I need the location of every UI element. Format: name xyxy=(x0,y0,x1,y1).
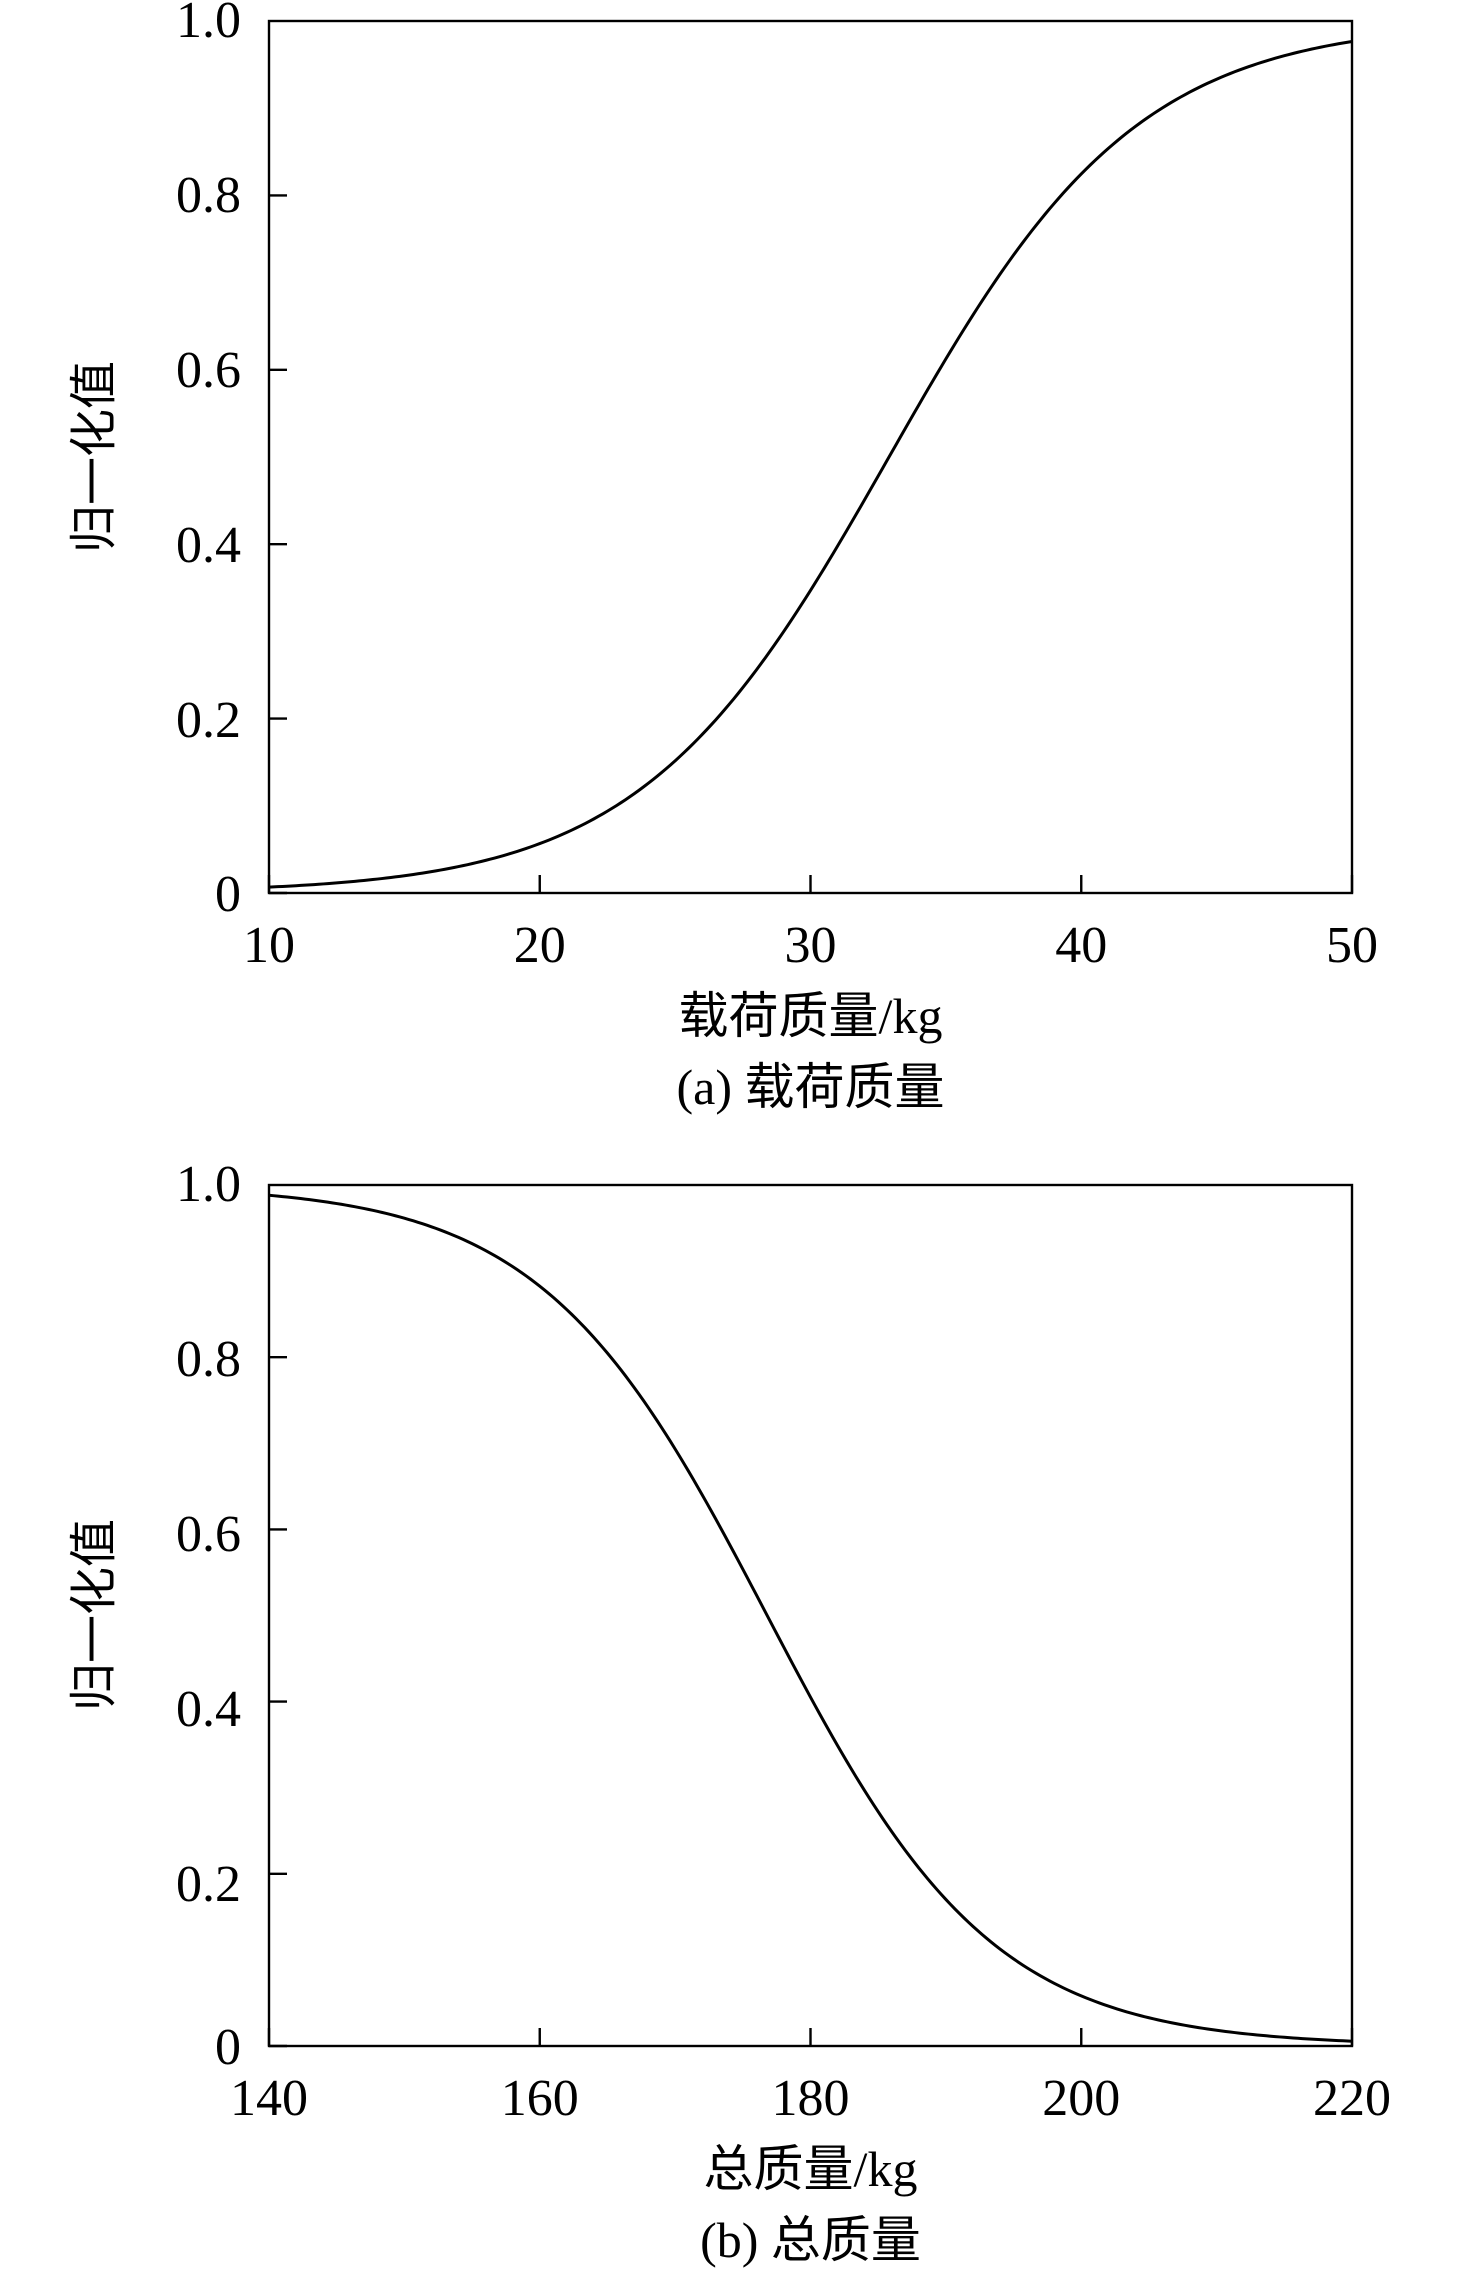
svg-text:20: 20 xyxy=(514,917,566,974)
svg-text:180: 180 xyxy=(772,2070,850,2127)
svg-text:总质量/kg: 总质量/kg xyxy=(704,2141,918,2197)
svg-text:0.4: 0.4 xyxy=(176,1681,241,1738)
svg-text:载荷质量/kg: 载荷质量/kg xyxy=(679,988,943,1044)
svg-text:220: 220 xyxy=(1313,2070,1391,2127)
svg-text:0.6: 0.6 xyxy=(176,342,241,399)
svg-text:30: 30 xyxy=(785,917,837,974)
svg-text:0.6: 0.6 xyxy=(176,1506,241,1563)
svg-text:40: 40 xyxy=(1055,917,1107,974)
svg-text:1.0: 1.0 xyxy=(176,0,241,49)
svg-text:归一化值: 归一化值 xyxy=(68,361,121,553)
svg-text:0.2: 0.2 xyxy=(176,692,241,749)
svg-text:0.8: 0.8 xyxy=(176,1331,241,1388)
svg-text:0: 0 xyxy=(215,866,241,923)
svg-text:归一化值: 归一化值 xyxy=(68,1519,121,1711)
svg-text:160: 160 xyxy=(501,2070,579,2127)
svg-text:140: 140 xyxy=(230,2070,308,2127)
svg-text:1.0: 1.0 xyxy=(176,1156,241,1213)
svg-text:0.2: 0.2 xyxy=(176,1856,241,1913)
svg-text:200: 200 xyxy=(1042,2070,1120,2127)
svg-text:50: 50 xyxy=(1326,917,1378,974)
svg-text:0.4: 0.4 xyxy=(176,517,241,574)
svg-text:0: 0 xyxy=(215,2019,241,2076)
svg-text:(b) 总质量: (b) 总质量 xyxy=(700,2212,921,2268)
svg-text:0.8: 0.8 xyxy=(176,167,241,224)
svg-text:10: 10 xyxy=(243,917,295,974)
svg-text:(a) 载荷质量: (a) 载荷质量 xyxy=(677,1059,945,1115)
